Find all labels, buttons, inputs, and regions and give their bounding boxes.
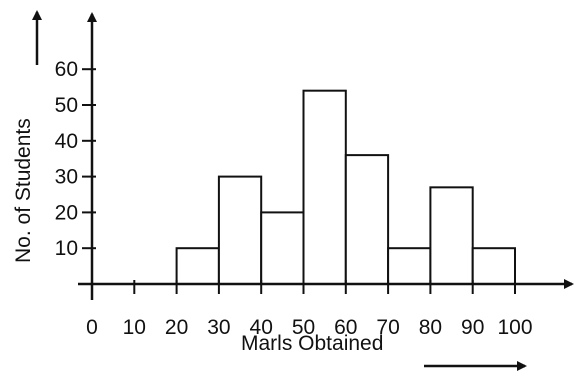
histogram-bar-30-40 [217,175,263,286]
histogram-bar-40-50 [260,211,305,285]
y-tick-label-20: 20 [55,201,78,224]
x-tick-label-90: 90 [461,316,484,339]
x-tick-label-60: 60 [334,316,357,339]
ticks-layer: 0 10 20 30 40 50 60 70 80 90 100 10 20 30 40 50 60 [55,58,533,339]
x-tick-label-80: 80 [419,316,442,339]
x-tick-label-70: 70 [376,316,399,339]
y-axis-title: No. of Students [12,118,35,263]
bars-layer [175,89,517,286]
y-tick-label-50: 50 [55,94,78,117]
axes-layer [78,12,574,300]
x-tick-label-50: 50 [292,316,315,339]
x-tick-label-40: 40 [250,316,273,339]
histogram-bar-70-80 [387,247,432,285]
x-tick-label-100: 100 [497,316,532,339]
y-tick-label-10: 10 [55,237,78,260]
x-axis-title: Marls Obtained [241,332,383,355]
y-tick-label-40: 40 [55,130,78,153]
histogram-bar-20-30 [175,247,220,285]
x-tick-label-30: 30 [207,316,230,339]
x-tick-label-10: 10 [123,316,146,339]
histogram-bar-80-90 [429,186,474,285]
histogram-bar-90-100 [471,247,517,285]
x-tick-label-0: 0 [86,316,98,339]
histogram-bar-60-70 [344,154,390,285]
histogram-bar-50-60 [302,89,347,286]
x-tick-label-20: 20 [165,316,188,339]
y-tick-label-60: 60 [55,58,78,81]
y-tick-label-30: 30 [55,166,78,189]
